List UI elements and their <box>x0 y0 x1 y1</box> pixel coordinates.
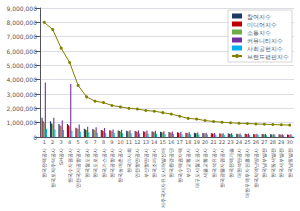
svg-text:18: 18 <box>185 139 191 145</box>
svg-text:대한석탄공사: 대한석탄공사 <box>236 148 242 178</box>
svg-text:12: 12 <box>134 139 140 145</box>
svg-text:22: 22 <box>219 139 225 145</box>
svg-text:15: 15 <box>160 139 166 145</box>
svg-text:한국남동발전: 한국남동발전 <box>287 148 293 178</box>
svg-text:20: 20 <box>202 139 208 145</box>
svg-text:서울교통공사: 서울교통공사 <box>202 148 208 178</box>
svg-text:21: 21 <box>210 139 216 145</box>
svg-text:7,000,000: 7,000,000 <box>6 33 37 40</box>
svg-text:한국철도공사: 한국철도공사 <box>84 148 90 178</box>
svg-text:인천국제공항공사: 인천국제공항공사 <box>75 148 81 188</box>
svg-text:한국서부발전: 한국서부발전 <box>278 148 284 178</box>
svg-text:28: 28 <box>270 139 276 145</box>
svg-text:29: 29 <box>278 139 284 145</box>
svg-text:11: 11 <box>126 139 132 145</box>
svg-text:한국도로공사: 한국도로공사 <box>92 148 98 178</box>
svg-text:30: 30 <box>287 139 293 145</box>
svg-text:소통지수: 소통지수 <box>247 29 271 36</box>
svg-text:25: 25 <box>244 139 250 145</box>
svg-text:14: 14 <box>151 139 157 145</box>
svg-text:한국광물자원공사: 한국광물자원공사 <box>219 148 225 188</box>
svg-text:한국남부발전: 한국남부발전 <box>261 148 267 178</box>
svg-text:23: 23 <box>227 139 233 145</box>
svg-text:10: 10 <box>117 139 123 145</box>
svg-text:27: 27 <box>261 139 267 145</box>
svg-text:한국토지주택공사: 한국토지주택공사 <box>50 148 56 188</box>
svg-text:커뮤니티지수: 커뮤니티지수 <box>247 37 283 44</box>
svg-text:한국농어촌공사: 한국농어촌공사 <box>117 148 123 183</box>
svg-text:19: 19 <box>193 139 199 145</box>
svg-text:인천항만공사: 인천항만공사 <box>134 148 140 178</box>
svg-text:한국수력원자력: 한국수력원자력 <box>177 148 183 183</box>
svg-text:7: 7 <box>93 139 96 145</box>
svg-text:한국석유공사: 한국석유공사 <box>211 148 217 178</box>
svg-text:9,000,000: 9,000,000 <box>6 5 37 12</box>
svg-text:5: 5 <box>77 139 80 145</box>
svg-text:한국조폐공사: 한국조폐공사 <box>151 148 157 178</box>
svg-text:한국지역난방공사: 한국지역난방공사 <box>253 148 259 188</box>
svg-text:24: 24 <box>236 139 242 145</box>
svg-text:한국전력공사: 한국전력공사 <box>41 148 47 178</box>
svg-text:한국공항공사: 한국공항공사 <box>109 148 115 178</box>
svg-text:2,000,000: 2,000,000 <box>6 105 37 112</box>
svg-text:대구도시철도공사: 대구도시철도공사 <box>194 148 200 188</box>
svg-text:미디어지수: 미디어지수 <box>247 21 277 28</box>
svg-text:5,000,000: 5,000,000 <box>6 62 37 69</box>
svg-text:부산항만공사: 부산항만공사 <box>143 148 149 178</box>
svg-text:부산교통공사: 부산교통공사 <box>185 148 191 178</box>
svg-text:13: 13 <box>143 139 149 145</box>
svg-text:1,000,000: 1,000,000 <box>6 119 37 126</box>
svg-text:4: 4 <box>68 139 71 145</box>
svg-text:대한무역투자진흥공사: 대한무역투자진흥공사 <box>244 148 250 198</box>
svg-text:9: 9 <box>110 139 113 145</box>
svg-text:6: 6 <box>85 139 88 145</box>
svg-text:사회공헌지수: 사회공헌지수 <box>247 45 283 52</box>
svg-text:한국가스공사: 한국가스공사 <box>101 148 107 178</box>
svg-text:26: 26 <box>253 139 259 145</box>
svg-text:8: 8 <box>102 139 105 145</box>
svg-text:SH공사: SH공사 <box>58 148 64 165</box>
svg-text:16: 16 <box>168 139 174 145</box>
svg-text:브랜드평판지수: 브랜드평판지수 <box>247 53 289 60</box>
svg-text:한국마사회: 한국마사회 <box>126 148 132 173</box>
svg-text:한국수자원공사: 한국수자원공사 <box>67 148 73 183</box>
svg-text:2: 2 <box>51 139 54 145</box>
svg-text:4,000,000: 4,000,000 <box>6 76 37 83</box>
svg-text:한국동서발전: 한국동서발전 <box>270 148 276 178</box>
svg-text:3,000,000: 3,000,000 <box>6 91 37 98</box>
svg-text:6,000,000: 6,000,000 <box>6 48 37 55</box>
svg-text:제주국제자유도시개발센터: 제주국제자유도시개발센터 <box>160 148 166 208</box>
svg-text:17: 17 <box>177 139 183 145</box>
svg-text:참여지수: 참여지수 <box>247 13 271 20</box>
svg-text:8,000,000: 8,000,000 <box>6 19 37 26</box>
svg-text:1: 1 <box>43 139 46 145</box>
svg-text:3: 3 <box>60 139 63 145</box>
svg-text:한국환경공단: 한국환경공단 <box>168 148 174 178</box>
svg-text:0: 0 <box>33 134 37 141</box>
svg-text:한국전력기술: 한국전력기술 <box>228 148 234 178</box>
